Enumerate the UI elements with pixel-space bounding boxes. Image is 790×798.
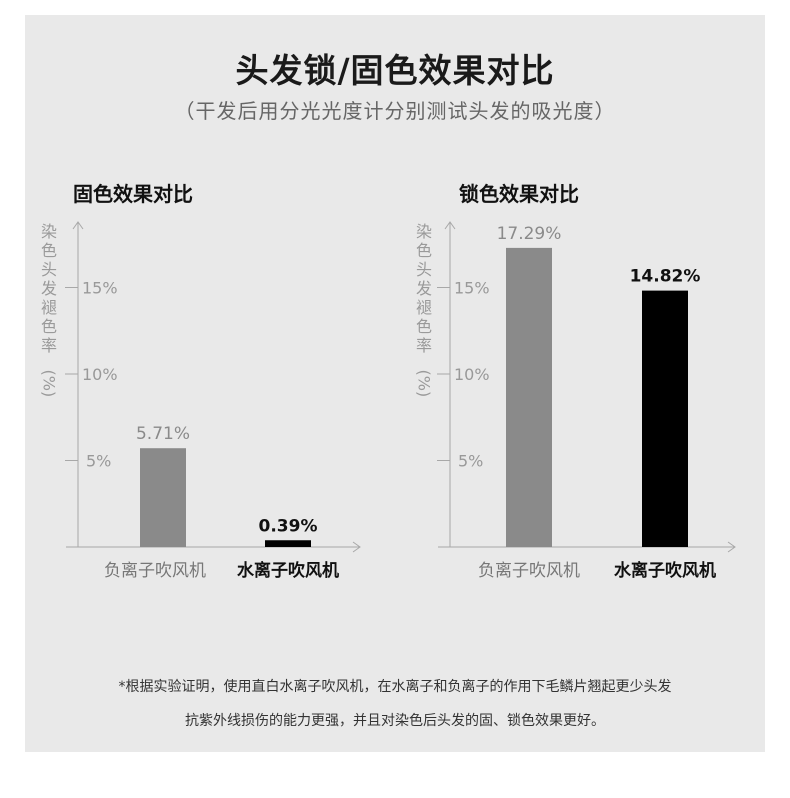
page-subtitle: （干发后用分光光度计分别测试头发的吸光度）: [174, 99, 616, 123]
page-title: 头发锁/固色效果对比: [235, 51, 555, 90]
chart-2-y-axis-label: 染色头发褪色率 (%): [414, 222, 434, 398]
chart-1-y-axis-label: 染色头发褪色率 (%): [39, 222, 59, 398]
y-tick-label: 15%: [82, 279, 118, 298]
chart-1-title: 固色效果对比: [73, 182, 193, 206]
background-panel: [25, 15, 765, 752]
footnote-line-1: *根据实验证明，使用直白水离子吹风机，在水离子和负离子的作用下毛鳞片翘起更少头发: [118, 679, 672, 695]
bar-value-label: 0.39%: [259, 516, 318, 536]
y-tick-label: 5%: [86, 452, 111, 471]
category-label: 水离子吹风机: [237, 560, 339, 581]
footnote-line-2: 抗紫外线损伤的能力更强，并且对染色后头发的固、锁色效果更好。: [185, 713, 605, 729]
y-tick-label: 10%: [82, 365, 118, 384]
y-axis-arrow: [72, 221, 84, 230]
x-axis-arrow: [352, 541, 361, 553]
bar-negative-ion: [140, 448, 186, 547]
category-label: 负离子吹风机: [104, 561, 206, 581]
bar-water-ion: [265, 540, 311, 547]
chart-2-title: 锁色效果对比: [459, 182, 579, 206]
bar-value-label: 5.71%: [136, 424, 190, 444]
